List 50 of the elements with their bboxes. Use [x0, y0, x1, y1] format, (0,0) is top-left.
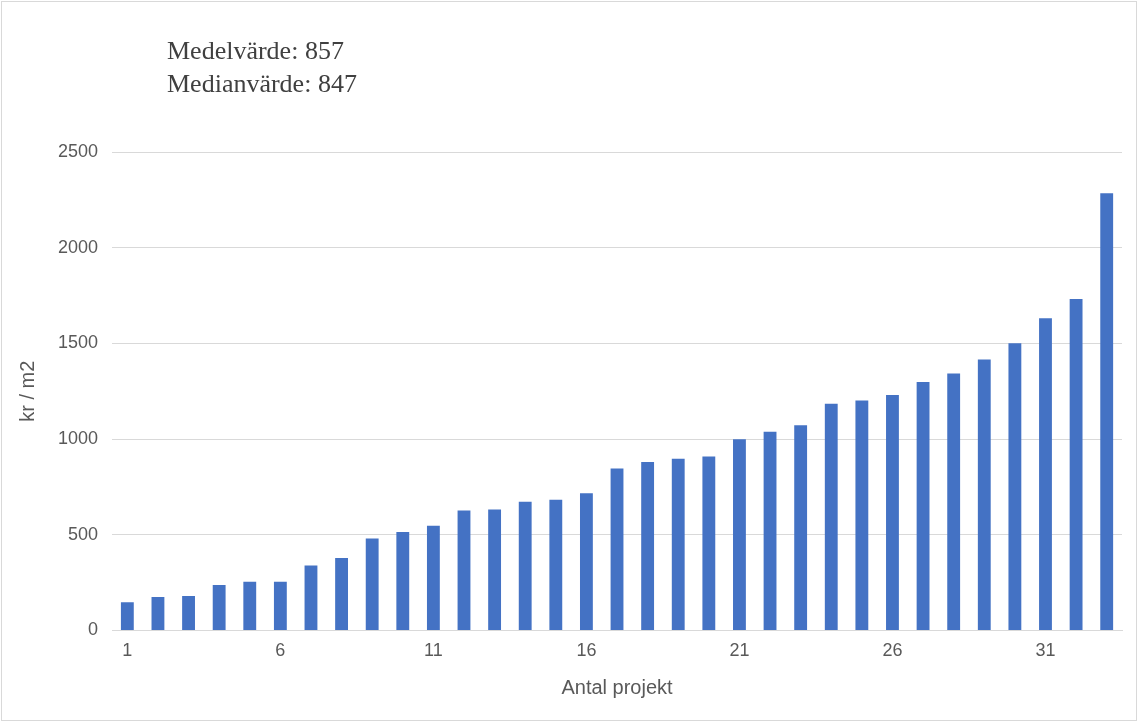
bar [549, 499, 563, 630]
bar [426, 525, 440, 630]
x-tick-label: 1 [122, 640, 133, 661]
bar [1039, 318, 1052, 630]
bar [304, 565, 318, 630]
bar [120, 602, 134, 630]
bar [855, 400, 869, 630]
y-axis-title: kr / m2 [15, 360, 38, 422]
text: Medelvärde: 857 [167, 35, 345, 67]
bar [1008, 343, 1022, 630]
bar [824, 403, 838, 630]
bar [457, 510, 471, 630]
x-tick-label: 31 [1035, 640, 1056, 661]
y-tick-label: 1000 [58, 428, 99, 449]
x-tick-label: 6 [275, 640, 286, 661]
bar [518, 501, 532, 630]
y-tick-label: 2500 [58, 140, 99, 161]
bar [947, 373, 961, 630]
y-tick-label: 1500 [58, 332, 99, 353]
text: Medianvärde: 847 [167, 68, 357, 100]
bar [977, 359, 991, 630]
bar [916, 382, 930, 630]
bar [641, 462, 655, 630]
y-tick-label: 500 [68, 523, 99, 544]
bar [365, 538, 379, 630]
bar [1100, 193, 1114, 630]
x-axis-title: Antal projekt [561, 675, 674, 698]
x-tick-label: 11 [424, 640, 443, 661]
bar [1069, 298, 1083, 630]
bar [702, 456, 716, 630]
bar [273, 581, 287, 630]
x-tick-label: 16 [576, 640, 597, 661]
bar [212, 585, 226, 630]
bar [579, 493, 593, 630]
bar [182, 595, 195, 630]
bar [335, 558, 349, 630]
bar [886, 395, 899, 630]
bar [488, 509, 502, 630]
x-tick-label: 21 [729, 640, 750, 661]
bar [151, 596, 165, 630]
bar [671, 458, 685, 630]
y-tick-label: 0 [88, 619, 99, 640]
bar [733, 439, 746, 630]
y-tick-label: 2000 [58, 236, 99, 257]
bar [610, 468, 624, 630]
bar [794, 425, 808, 630]
x-tick-label: 26 [882, 640, 903, 661]
bar [243, 581, 257, 630]
bar [763, 431, 777, 630]
bar [396, 532, 410, 630]
